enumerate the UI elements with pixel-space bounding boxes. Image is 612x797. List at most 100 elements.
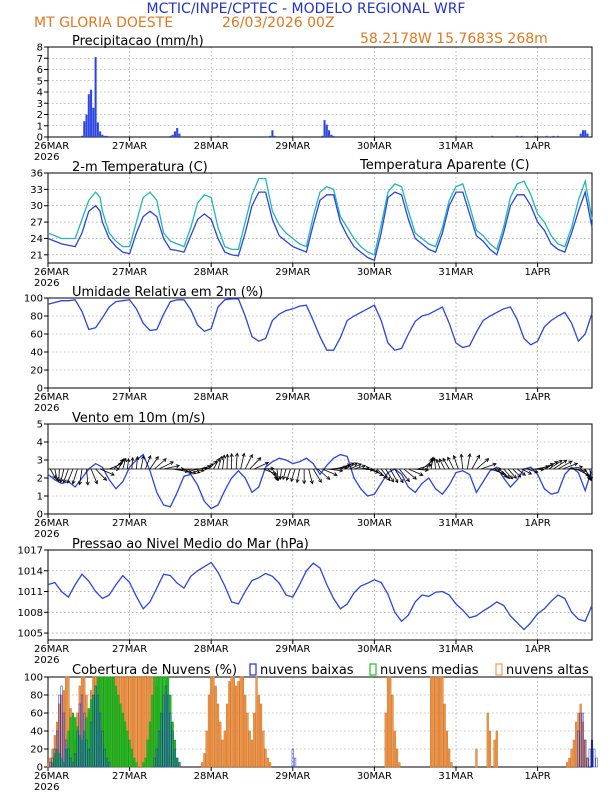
y-tick-label: 33 bbox=[30, 185, 43, 196]
x-tick-label: 29MAR bbox=[275, 771, 310, 782]
cloud-high-bar bbox=[260, 704, 262, 767]
cloud-mid-bar bbox=[72, 713, 74, 767]
header-coords: 58.2178W 15.7683S 268m bbox=[360, 31, 548, 47]
y-tick-label: 1017 bbox=[18, 546, 43, 557]
y-tick-label: 60 bbox=[30, 330, 43, 341]
x-tick-label: 27MAR bbox=[112, 267, 147, 278]
precip-bar bbox=[546, 136, 548, 137]
precip-bar bbox=[92, 108, 94, 137]
cloud-high-bar bbox=[208, 695, 210, 767]
x-tick-label: 31MAR bbox=[438, 644, 473, 655]
cloud-mid-bar bbox=[133, 758, 135, 767]
cloud-high-bar bbox=[494, 740, 496, 767]
legend-apparent-temperature: Temperatura Aparente (C) bbox=[359, 158, 530, 173]
cloud-high-bar bbox=[439, 677, 441, 767]
cloud-high-bar bbox=[133, 677, 135, 767]
cloud-mid-bar bbox=[108, 677, 110, 767]
cloud-high-bar bbox=[496, 731, 498, 767]
x-tick-label: 26MAR bbox=[34, 267, 69, 278]
precip-bar bbox=[169, 136, 171, 137]
x-tick-label: 30MAR bbox=[357, 267, 392, 278]
y-tick-label: 36 bbox=[30, 169, 43, 180]
cloud-high-bar bbox=[210, 677, 212, 767]
cloud-high-bar bbox=[229, 682, 231, 768]
cloud-high-bar bbox=[242, 677, 244, 767]
y-tick-label: 21 bbox=[30, 250, 43, 261]
cloud-mid-bar bbox=[117, 695, 119, 767]
precip-bar bbox=[217, 136, 219, 137]
panel-title: Umidade Relativa em 2m (%) bbox=[72, 285, 263, 300]
y-tick-label: 6 bbox=[37, 65, 43, 76]
x-tick-label: 29MAR bbox=[275, 392, 310, 403]
x-tick-label: 28MAR bbox=[194, 141, 229, 152]
x-tick-label: 26MAR bbox=[34, 518, 69, 529]
y-tick-label: 80 bbox=[30, 312, 43, 323]
cloud-mid-bar bbox=[120, 704, 122, 767]
x-year-label: 2026 bbox=[34, 403, 59, 414]
y-tick-label: 5 bbox=[37, 420, 43, 431]
y-tick-label: 8 bbox=[37, 43, 43, 54]
x-tick-label: 26MAR bbox=[34, 392, 69, 403]
cloud-high-bar bbox=[140, 677, 142, 767]
precip-bar bbox=[333, 136, 335, 137]
x-tick-label: 26MAR bbox=[34, 141, 69, 152]
cloud-high-bar bbox=[201, 763, 203, 768]
x-tick-label: 30MAR bbox=[357, 644, 392, 655]
cloud-low-bar bbox=[589, 749, 591, 767]
cloud-mid-bar bbox=[111, 677, 113, 767]
panel-title: Precipitacao (mm/h) bbox=[72, 34, 204, 49]
cloud-high-bar bbox=[206, 731, 208, 767]
precip-bar bbox=[582, 130, 584, 137]
x-tick-label: 29MAR bbox=[275, 644, 310, 655]
cloud-low-bar bbox=[596, 758, 598, 767]
cloud-high-bar bbox=[566, 763, 568, 768]
cloud-high-bar bbox=[444, 704, 446, 767]
wind-arrow bbox=[476, 459, 488, 469]
cloud-mid-bar bbox=[147, 740, 149, 767]
x-tick-label: 27MAR bbox=[112, 518, 147, 529]
precip-bar bbox=[324, 120, 326, 137]
pressure-line bbox=[48, 563, 592, 630]
cloud-high-bar bbox=[204, 754, 206, 768]
y-tick-label: 3 bbox=[37, 456, 43, 467]
x-tick-label: 31MAR bbox=[438, 771, 473, 782]
legend-label: nuvens medias bbox=[380, 663, 479, 678]
panel-title: Cobertura de Nuvens (%) bbox=[72, 663, 237, 678]
y-tick-label: 2 bbox=[37, 110, 43, 121]
cloud-high-bar bbox=[231, 677, 233, 767]
legend-label: nuvens baixas bbox=[260, 663, 354, 678]
cloud-high-bar bbox=[448, 749, 450, 767]
cloud-high-bar bbox=[476, 749, 478, 767]
legend-swatch bbox=[370, 664, 376, 675]
cloud-high-bar bbox=[435, 677, 437, 767]
x-year-label: 2026 bbox=[34, 278, 59, 289]
y-tick-label: 1011 bbox=[18, 587, 43, 598]
cloud-mid-bar bbox=[154, 677, 156, 767]
header-run: 26/03/2026 00Z bbox=[222, 15, 335, 31]
y-tick-label: 80 bbox=[30, 691, 43, 702]
x-tick-label: 29MAR bbox=[275, 267, 310, 278]
cloud-high-bar bbox=[263, 731, 265, 767]
cloud-high-bar bbox=[219, 722, 221, 767]
panel-title: 2-m Temperatura (C) bbox=[72, 160, 208, 175]
cloud-high-bar bbox=[145, 677, 147, 767]
y-tick-label: 1008 bbox=[18, 608, 43, 619]
precip-bar bbox=[516, 136, 518, 137]
y-tick-label: 1 bbox=[37, 121, 43, 132]
x-tick-label: 26MAR bbox=[34, 771, 69, 782]
legend-swatch bbox=[496, 664, 502, 675]
y-tick-label: 27 bbox=[30, 218, 43, 229]
cloud-high-bar bbox=[396, 749, 398, 767]
cloud-high-bar bbox=[446, 731, 448, 767]
cloud-low-bar bbox=[294, 758, 296, 767]
x-year-label: 2026 bbox=[34, 655, 59, 666]
cloud-high-bar bbox=[256, 677, 258, 767]
x-tick-label: 26MAR bbox=[34, 644, 69, 655]
precip-bar bbox=[584, 130, 586, 137]
precip-bar bbox=[328, 130, 330, 137]
header-location: MT GLORIA DOESTE bbox=[34, 15, 173, 31]
cloud-mid-bar bbox=[106, 677, 108, 767]
x-tick-label: 1APR bbox=[525, 518, 551, 529]
x-tick-label: 27MAR bbox=[112, 771, 147, 782]
